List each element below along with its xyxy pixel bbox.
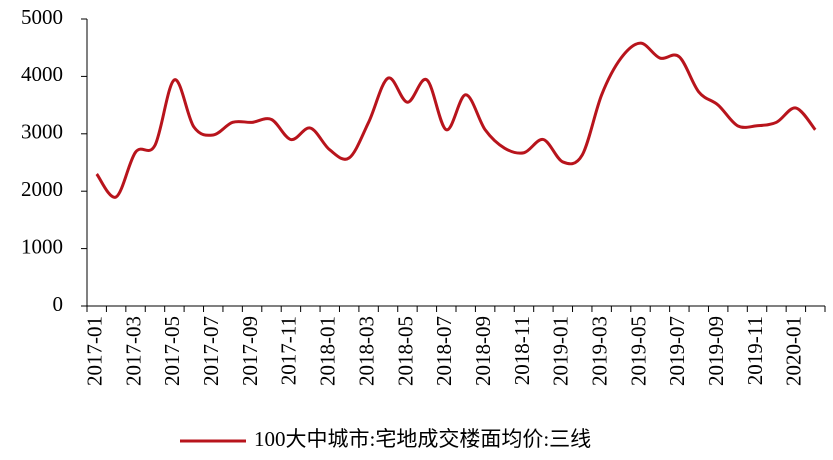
x-tick-label: 2019-09 <box>704 316 728 386</box>
x-tick-label: 2019-05 <box>626 316 650 386</box>
y-tick-label: 5000 <box>21 5 63 29</box>
y-tick-label: 0 <box>53 292 64 316</box>
x-tick-label: 2018-09 <box>471 316 495 386</box>
x-tick-label: 2019-03 <box>587 316 611 386</box>
x-tick-label: 2019-07 <box>665 316 689 386</box>
x-tick-label: 2017-01 <box>83 316 107 386</box>
x-tick-label: 2017-05 <box>160 316 184 386</box>
x-tick-label: 2020-01 <box>782 316 806 386</box>
x-tick-label: 2019-01 <box>549 316 573 386</box>
x-tick-label: 2017-11 <box>277 316 301 385</box>
y-tick-label: 3000 <box>21 120 63 144</box>
x-tick-label: 2017-03 <box>121 316 145 386</box>
y-tick-label: 1000 <box>21 234 63 258</box>
x-tick-label: 2018-03 <box>354 316 378 386</box>
x-tick-label: 2018-11 <box>510 316 534 385</box>
x-tick-label: 2018-07 <box>432 316 456 386</box>
series-line <box>95 41 817 199</box>
x-tick-label: 2017-09 <box>238 316 262 386</box>
legend-label: 100大中城市:宅地成交楼面均价:三线 <box>254 427 591 451</box>
y-tick-label: 4000 <box>21 62 63 86</box>
x-tick-label: 2017-07 <box>199 316 223 386</box>
x-tick-label: 2018-01 <box>316 316 340 386</box>
y-tick-label: 2000 <box>21 177 63 201</box>
x-tick-label: 2018-05 <box>393 316 417 386</box>
x-tick-label: 2019-11 <box>743 316 767 385</box>
